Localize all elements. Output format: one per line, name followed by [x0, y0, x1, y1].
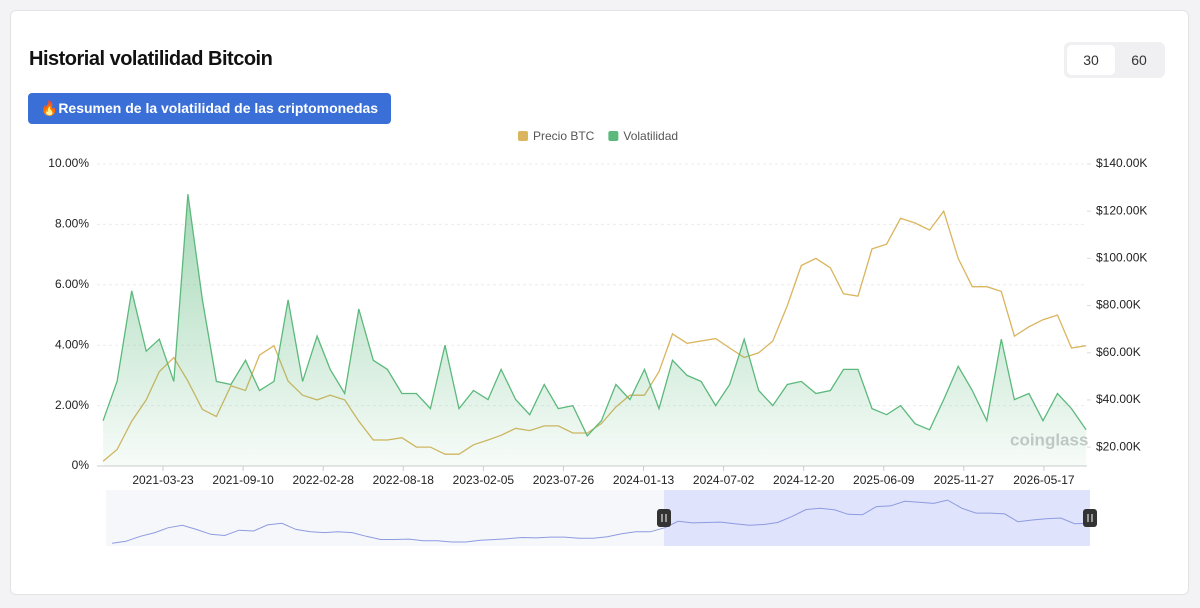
y-tick-label: 0% — [72, 458, 90, 472]
title: Historial volatilidad Bitcoin — [29, 48, 273, 70]
y2-tick-label: $80.00K — [1096, 298, 1141, 312]
y2-tick-label: $140.00K — [1096, 156, 1147, 170]
zoom-handle[interactable] — [1083, 509, 1097, 527]
y2-tick-label: $20.00K — [1096, 439, 1141, 453]
y-tick-label: 4.00% — [55, 337, 89, 351]
x-tick-label: 2021-03-23 — [132, 473, 194, 487]
y2-tick-label: $120.00K — [1096, 203, 1147, 217]
period-60[interactable]: 60 — [1131, 52, 1147, 68]
x-tick-label: 2024-01-13 — [613, 473, 675, 487]
zoom-handle[interactable] — [657, 509, 671, 527]
y-tick-label: 10.00% — [48, 156, 89, 170]
legend-label: Volatilidad — [623, 129, 678, 143]
legend-swatch — [518, 131, 528, 141]
y-tick-label: 8.00% — [55, 217, 89, 231]
x-tick-label: 2024-07-02 — [693, 473, 755, 487]
period-toggle: 30 60 — [1064, 42, 1165, 78]
x-tick-label: 2023-07-26 — [533, 473, 595, 487]
legend-label: Precio BTC — [533, 129, 595, 143]
x-tick-label: 2021-09-10 — [212, 473, 274, 487]
x-tick-label: 2026-05-17 — [1013, 473, 1075, 487]
volatility-area — [103, 194, 1087, 466]
y2-tick-label: $40.00K — [1096, 392, 1141, 406]
y2-tick-label: $60.00K — [1096, 345, 1141, 359]
volatility-line — [102, 194, 1087, 437]
x-tick-label: 2023-02-05 — [453, 473, 515, 487]
period-30[interactable]: 30 — [1067, 45, 1115, 75]
x-tick-label: 2025-06-09 — [853, 473, 915, 487]
y-tick-label: 2.00% — [55, 398, 89, 412]
summary-button[interactable]: 🔥Resumen de la volatilidad de las cripto… — [28, 93, 391, 124]
legend-swatch — [608, 131, 619, 141]
y-tick-label: 6.00% — [55, 277, 89, 291]
x-tick-label: 2022-02-28 — [292, 473, 354, 487]
x-tick-label: 2024-12-20 — [773, 473, 835, 487]
x-tick-label: 2022-08-18 — [373, 473, 435, 487]
x-tick-label: 2025-11-27 — [934, 473, 995, 487]
y2-tick-label: $100.00K — [1096, 251, 1147, 265]
overview-line — [112, 499, 1090, 544]
zoom-selection[interactable] — [664, 490, 1090, 546]
